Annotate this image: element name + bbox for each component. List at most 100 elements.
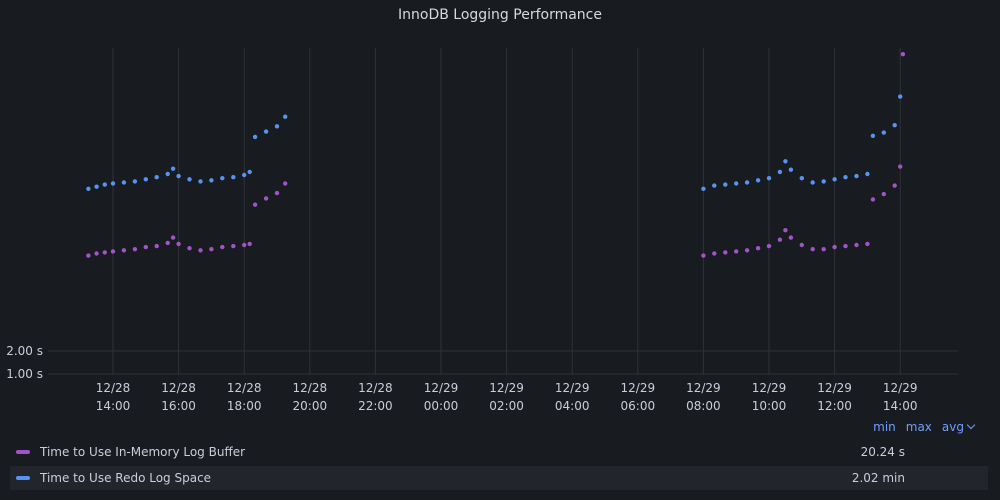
redo-log-space-point[interactable] (777, 169, 783, 175)
memory-log-buffer-point[interactable] (900, 52, 906, 57)
redo-log-space-point[interactable] (132, 179, 138, 184)
memory-log-buffer-point[interactable] (870, 197, 876, 202)
redo-log-space-point[interactable] (892, 123, 897, 128)
redo-log-space-point[interactable] (799, 176, 804, 181)
memory-log-buffer-point[interactable] (242, 242, 247, 248)
chevron-down-icon (966, 420, 976, 430)
redo-log-space-point[interactable] (154, 175, 159, 180)
memory-log-buffer-point[interactable] (247, 241, 252, 247)
memory-log-buffer-point[interactable] (143, 244, 148, 250)
memory-log-buffer-point[interactable] (755, 246, 761, 251)
redo-log-space-point[interactable] (865, 171, 870, 177)
redo-log-space-point[interactable] (102, 182, 108, 187)
redo-log-space-point[interactable] (121, 180, 127, 185)
memory-log-buffer-point[interactable] (892, 183, 897, 188)
redo-log-space-point[interactable] (86, 186, 91, 191)
redo-log-space-point[interactable] (110, 181, 116, 186)
redo-log-space-point[interactable] (766, 176, 772, 181)
memory-log-buffer-point[interactable] (170, 235, 176, 240)
memory-log-buffer-point[interactable] (102, 250, 108, 255)
redo-log-space-point[interactable] (143, 177, 148, 182)
redo-log-space-point[interactable] (881, 130, 886, 135)
memory-log-buffer-point[interactable] (198, 248, 203, 253)
redo-log-space-point[interactable] (843, 175, 848, 180)
memory-log-buffer-point[interactable] (209, 247, 214, 252)
redo-log-space-point[interactable] (263, 129, 269, 134)
memory-log-buffer-point[interactable] (176, 241, 181, 247)
memory-log-buffer-point[interactable] (165, 240, 170, 246)
redo-log-space-point[interactable] (854, 173, 859, 179)
memory-log-buffer-point[interactable] (283, 181, 288, 186)
redo-log-space-point[interactable] (209, 178, 214, 183)
redo-log-space-point[interactable] (744, 180, 750, 185)
memory-log-buffer-point[interactable] (744, 248, 750, 253)
memory-log-buffer-point[interactable] (783, 228, 788, 233)
redo-log-space-point[interactable] (247, 169, 252, 175)
redo-log-space-point[interactable] (176, 173, 181, 179)
redo-log-space-point[interactable] (832, 177, 837, 182)
redo-log-space-point[interactable] (220, 176, 225, 181)
memory-log-buffer-point[interactable] (94, 251, 99, 256)
memory-log-buffer-point[interactable] (810, 247, 815, 252)
memory-log-buffer-point[interactable] (274, 190, 280, 196)
x-tick-label: 12/28 16:00 (161, 381, 196, 413)
memory-log-buffer-point[interactable] (777, 237, 783, 242)
memory-log-buffer-point[interactable] (231, 243, 236, 249)
legend-col-max[interactable]: max (905, 420, 932, 434)
legend-row-redo-log-space[interactable]: Time to Use Redo Log Space 2.02 min (10, 466, 988, 490)
redo-log-space-point[interactable] (734, 181, 739, 186)
redo-log-space-point[interactable] (870, 133, 876, 138)
memory-log-buffer-point[interactable] (898, 164, 903, 169)
redo-log-space-point[interactable] (274, 124, 280, 129)
x-tick-label: 12/29 02:00 (489, 381, 524, 413)
redo-log-space-point[interactable] (165, 171, 170, 177)
memory-log-buffer-point[interactable] (821, 247, 826, 252)
memory-log-buffer-point[interactable] (252, 202, 258, 207)
redo-log-space-point[interactable] (821, 179, 826, 184)
redo-log-space-point[interactable] (231, 175, 236, 180)
redo-log-space-point[interactable] (810, 180, 815, 185)
memory-log-buffer-point[interactable] (86, 253, 91, 258)
memory-log-buffer-point[interactable] (701, 253, 706, 258)
memory-log-buffer-point[interactable] (788, 235, 794, 240)
redo-log-space-point[interactable] (898, 94, 903, 99)
redo-log-space-point[interactable] (783, 159, 788, 164)
memory-log-buffer-point[interactable] (121, 248, 127, 253)
redo-log-space-point[interactable] (94, 184, 99, 189)
redo-log-space-point[interactable] (187, 177, 192, 182)
memory-log-buffer-point[interactable] (854, 242, 859, 248)
series-color-swatch (16, 476, 30, 480)
legend-col-avg[interactable]: avg (942, 420, 976, 434)
memory-log-buffer-point[interactable] (766, 243, 772, 249)
memory-log-buffer-point[interactable] (881, 191, 886, 197)
x-tick-label: 12/29 14:00 (883, 381, 918, 413)
memory-log-buffer-point[interactable] (187, 246, 192, 251)
memory-log-buffer-point[interactable] (220, 244, 225, 250)
memory-log-buffer-point[interactable] (723, 250, 728, 255)
legend-row-memory-log-buffer[interactable]: Time to Use In-Memory Log Buffer 20.24 s (10, 440, 988, 464)
redo-log-space-point[interactable] (198, 179, 203, 184)
redo-log-space-point[interactable] (701, 186, 706, 191)
redo-log-space-point[interactable] (788, 167, 794, 172)
memory-log-buffer-point[interactable] (734, 249, 739, 254)
memory-log-buffer-point[interactable] (712, 251, 717, 256)
memory-log-buffer-point[interactable] (110, 249, 116, 254)
redo-log-space-point[interactable] (252, 134, 258, 140)
time-series-chart[interactable]: 12/28 14:00 12/28 16:00 12/28 18:00 12/28 20:00… (0, 0, 1000, 420)
redo-log-space-point[interactable] (170, 166, 176, 171)
redo-log-space-point[interactable] (723, 182, 728, 187)
redo-log-space-point[interactable] (712, 183, 717, 188)
memory-log-buffer-point[interactable] (154, 243, 159, 249)
legend-col-min[interactable]: min (873, 420, 896, 434)
x-tick-label: 12/28 18:00 (227, 381, 262, 413)
memory-log-buffer-point[interactable] (263, 196, 269, 201)
memory-log-buffer-point[interactable] (799, 242, 804, 248)
redo-log-space-point[interactable] (755, 178, 761, 183)
legend-series-name: Time to Use Redo Log Space (40, 471, 212, 485)
redo-log-space-point[interactable] (242, 172, 247, 178)
memory-log-buffer-point[interactable] (843, 243, 848, 249)
memory-log-buffer-point[interactable] (832, 244, 837, 250)
memory-log-buffer-point[interactable] (132, 247, 138, 252)
redo-log-space-point[interactable] (283, 114, 288, 119)
memory-log-buffer-point[interactable] (865, 241, 870, 247)
